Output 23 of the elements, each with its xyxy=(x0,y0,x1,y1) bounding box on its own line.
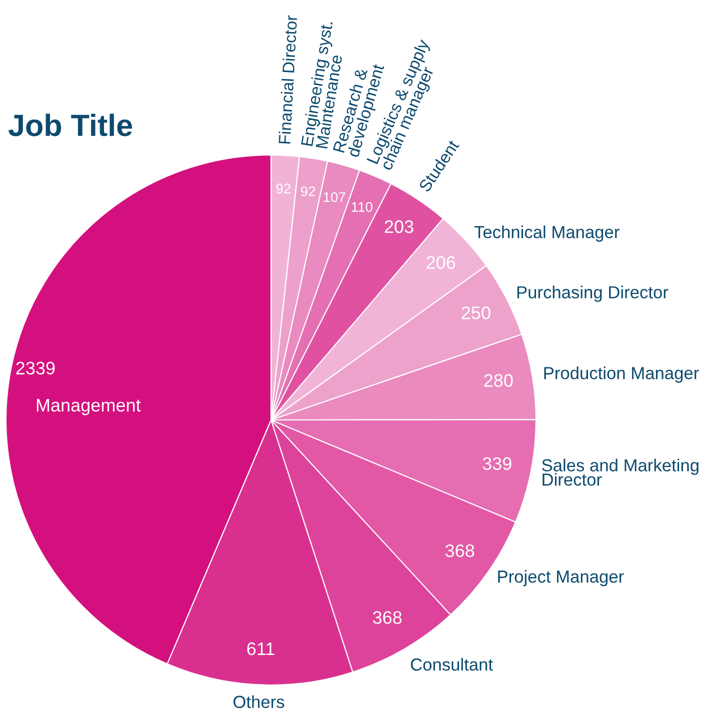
data-label: 280 xyxy=(484,374,513,387)
data-label: 2339 xyxy=(16,362,55,375)
data-label: 110 xyxy=(352,202,372,212)
text: Job Title xyxy=(8,114,132,136)
slice-label: Consultant xyxy=(410,658,493,671)
slice-label: Others xyxy=(234,695,284,708)
data-label: 611 xyxy=(247,642,274,656)
data-label: 368 xyxy=(372,611,402,624)
slice-label: Financial Director xyxy=(278,15,298,144)
slice-label: Management xyxy=(36,399,141,416)
slice-label: Technical Manager xyxy=(474,226,620,242)
slice-label: Production Manager xyxy=(544,366,699,383)
slice-label: Project Manager xyxy=(498,570,624,586)
data-label: 92 xyxy=(276,184,290,194)
data-label: 203 xyxy=(384,220,414,234)
slice-label: Purchasing Director xyxy=(517,286,668,302)
data-label: 339 xyxy=(482,457,512,470)
data-label: 92 xyxy=(301,186,316,196)
data-label: 250 xyxy=(462,306,490,320)
data-label: 368 xyxy=(445,544,474,558)
slice-label: Sales and Marketing Director xyxy=(542,458,698,486)
data-label: 206 xyxy=(426,256,456,269)
data-label: 107 xyxy=(324,192,346,202)
